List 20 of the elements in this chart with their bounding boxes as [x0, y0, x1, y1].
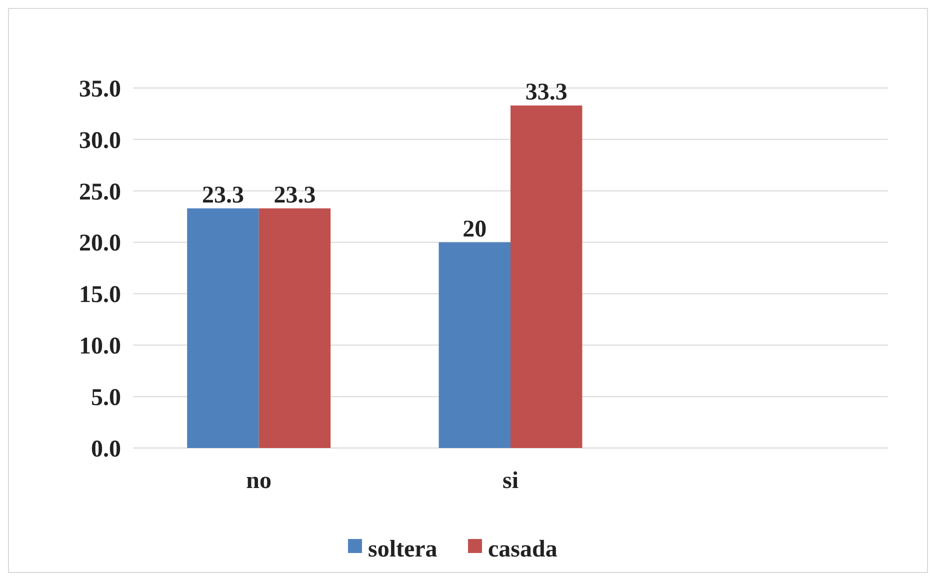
- legend-label: casada: [488, 536, 558, 562]
- legend-label: soltera: [368, 536, 438, 562]
- bar: [258, 208, 331, 448]
- x-tick-label: no: [246, 468, 272, 494]
- y-tick-label: 5.0: [91, 384, 121, 411]
- y-tick-label: 30.0: [79, 128, 121, 154]
- y-tick-label: 10.0: [79, 334, 121, 360]
- y-tick-label: 0.0: [91, 436, 121, 462]
- bar: [187, 208, 259, 448]
- y-tick-label: 15.0: [79, 282, 121, 308]
- data-label: 20: [462, 216, 487, 242]
- bar: [510, 105, 582, 448]
- y-tick-label: 20.0: [79, 230, 121, 257]
- data-label: 33.3: [525, 79, 568, 106]
- x-tick-label: si: [502, 468, 519, 494]
- bar: [438, 242, 510, 448]
- y-tick-label: 25.0: [79, 179, 121, 206]
- data-label: 23.3: [202, 182, 244, 208]
- data-label: 23.3: [274, 182, 316, 208]
- y-tick-label: 35.0: [79, 76, 121, 102]
